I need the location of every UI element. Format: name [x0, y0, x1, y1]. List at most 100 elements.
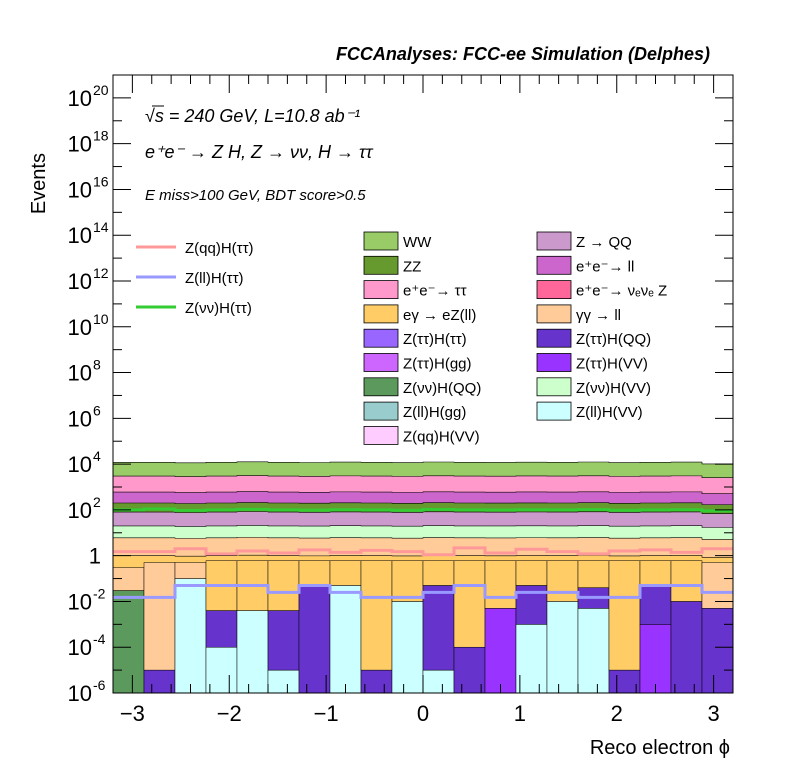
bin-13-series-e-ez-ll	[484, 560, 517, 609]
legend-swatch-series-e-e-z	[536, 280, 572, 300]
legend-label: Z(qq)H(ττ)	[185, 240, 254, 257]
bin-1-series-z-h-qq	[112, 590, 145, 694]
legend-label: Z(ττ)H(gg)	[403, 356, 472, 373]
legend-label: Z(ll)H(VV)	[576, 404, 643, 421]
bin-1-series-ll	[112, 567, 145, 591]
bin-20-series-ll	[701, 562, 734, 609]
legend-label: e⁺e⁻→ ll	[576, 258, 634, 275]
legend-label: Z → QQ	[576, 234, 632, 251]
legend-swatch-series-z-qq	[536, 231, 572, 251]
bin-16-series-z-ll-h-vv	[577, 608, 610, 694]
annotation-selection: E miss>100 GeV, BDT score>0.5	[145, 187, 366, 204]
legend-swatch-series-zz	[363, 255, 399, 275]
legend-swatch-series-z-qq-h-vv	[363, 425, 399, 445]
y-tick-exponent: 8	[93, 357, 101, 373]
y-tick-label: 1	[89, 544, 101, 569]
y-tick-exponent: 12	[93, 265, 109, 281]
y-tick-exponent: 10	[93, 311, 109, 327]
legend-label: Z(qq)H(VV)	[403, 428, 480, 445]
legend-swatch-series-z-ll-h-vv	[536, 401, 572, 421]
legend-label: Z(ττ)H(ττ)	[403, 331, 467, 348]
annotations-layer: √s = 240 GeV, L=10.8 ab⁻¹ e⁺e⁻ → Z H, Z →…	[145, 105, 374, 204]
x-axis-label: Reco electron ϕ	[590, 737, 730, 759]
bin-20-series-z-h-qq	[701, 608, 734, 694]
bin-6-series-z-h-qq	[267, 610, 300, 671]
bin-19-series-e-ez-ll	[670, 560, 703, 602]
bin-16-series-e-ez-ll	[577, 560, 610, 588]
legend-swatch-series-ll	[536, 304, 572, 324]
y-tick-exponent: 20	[93, 82, 109, 98]
bin-3-series-z-ll-h-vv	[174, 578, 207, 694]
bin-15-series-z-ll-h-vv	[546, 601, 579, 694]
bin-2-series-ll	[143, 562, 176, 671]
bin-18-series-e-ez-ll	[639, 560, 672, 586]
legend-label: Z(ττ)H(VV)	[576, 356, 648, 373]
y-tick-exponent: -6	[93, 677, 106, 693]
legend-label: Z(νν)H(VV)	[576, 380, 651, 397]
bin-10-series-z-ll-h-vv	[391, 601, 424, 694]
legend-swatch-series-e-e-ll	[536, 255, 572, 275]
bin-6-series-e-ez-ll	[267, 560, 300, 611]
bin-11-series-z-ll-h-vv	[422, 669, 455, 694]
legend-label: WW	[403, 234, 432, 251]
x-tick-label: −2	[217, 701, 242, 726]
x-tick-label: −1	[314, 701, 339, 726]
bin-4-series-z-ll-h-vv	[205, 646, 238, 694]
y-tick-exponent: 6	[93, 402, 101, 418]
bin-6-series-z-ll-h-vv	[267, 669, 300, 694]
legend-label: Z(νν)H(QQ)	[403, 380, 481, 397]
series-z-h-line	[113, 507, 733, 513]
y-tick-label: 10	[68, 177, 92, 202]
legend-label: Z(ll)H(ττ)	[185, 270, 244, 287]
bin-2-series-z-h-qq	[143, 669, 176, 694]
x-tick-label: 0	[417, 701, 429, 726]
bin-12-series-e-ez-ll	[453, 560, 486, 648]
y-tick-label: 10	[68, 681, 92, 706]
y-tick-label: 10	[68, 269, 92, 294]
x-tick-label: 3	[708, 701, 720, 726]
annotation-process: e⁺e⁻ → Z H, Z → νν, H → ττ	[145, 142, 374, 162]
bin-3-series-ll	[174, 562, 207, 579]
x-tick-label: 2	[611, 701, 623, 726]
y-tick-exponent: 16	[93, 173, 109, 189]
bin-14-series-e-ez-ll	[515, 560, 548, 586]
bin-8-series-z-ll-h-vv	[329, 585, 362, 694]
series-z-qq-h-line	[113, 546, 733, 557]
bin-11-series-e-ez-ll	[422, 560, 455, 586]
y-tick-label: 10	[68, 406, 92, 431]
legend-swatch-series-ww	[363, 231, 399, 251]
x-tick-label: 1	[514, 701, 526, 726]
legend-label: γγ → ll	[576, 307, 621, 324]
bin-15-series-e-ez-ll	[546, 560, 579, 602]
bin-4-series-z-h-qq	[205, 610, 238, 648]
y-tick-label: 10	[68, 589, 92, 614]
y-tick-exponent: 14	[93, 219, 109, 235]
y-axis-label: Events	[28, 153, 50, 214]
legend-label: e⁺e⁻→ ττ	[403, 283, 467, 300]
y-tick-label: 10	[68, 86, 92, 111]
bin-detail-layer	[112, 560, 734, 694]
legend-layer: Z(qq)H(ττ) Z(ll)H(ττ) Z(νν)H(ττ) WW ZZ e⁺e⁻→ …	[136, 231, 667, 445]
y-tick-exponent: -4	[93, 631, 106, 647]
y-tick-exponent: 4	[93, 448, 101, 464]
legend-swatch-series-z-h-qq	[363, 377, 399, 397]
legend-swatch-series-z-h-vv	[536, 377, 572, 397]
legend-label: e⁺e⁻→ νₑνₑ Z	[576, 283, 667, 300]
series-z-ll-h-line	[113, 583, 733, 599]
y-tick-exponent: -2	[93, 585, 106, 601]
y-tick-label: 10	[68, 452, 92, 477]
y-tick-label: 10	[68, 223, 92, 248]
legend-swatch-series-e-ez-ll	[363, 304, 399, 324]
legend-label: Z(νν)H(ττ)	[185, 300, 252, 317]
bin-9-series-z-h-qq	[360, 669, 393, 694]
legend-label: Z(ττ)H(QQ)	[576, 331, 651, 348]
legend-swatch-series-z-h-qq	[536, 328, 572, 348]
y-tick-label: 10	[68, 361, 92, 386]
legend-swatch-series-e-e	[363, 280, 399, 300]
y-tick-label: 10	[68, 635, 92, 660]
y-tick-exponent: 18	[93, 128, 109, 144]
bin-9-series-e-ez-ll	[360, 560, 393, 671]
signal-lines-layer	[113, 507, 733, 599]
